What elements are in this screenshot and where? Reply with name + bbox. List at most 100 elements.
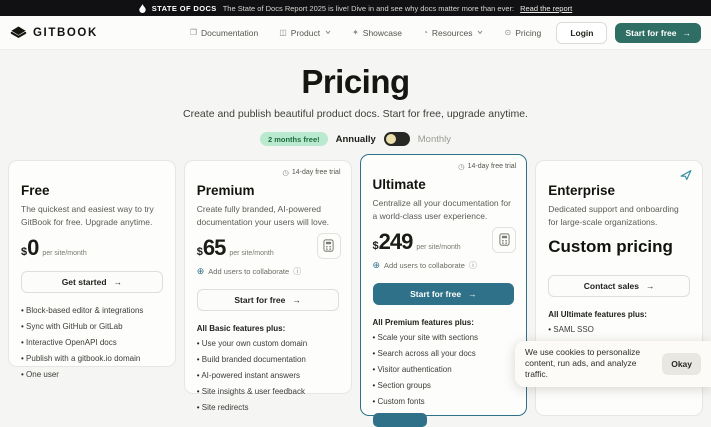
price-row: $ 65 per site/month <box>197 232 341 259</box>
clock-icon: ◷ <box>458 162 465 171</box>
arrow-right-icon: → <box>292 294 301 305</box>
enterprise-paper-plane-icon <box>680 168 692 186</box>
billing-toggle-switch[interactable] <box>383 132 410 146</box>
price-amount: 249 <box>378 228 414 254</box>
feature-item: Build branded documentation <box>197 355 339 365</box>
price-row: $ 249 per site/month <box>372 226 517 254</box>
two-months-free-badge: 2 months free! <box>259 132 328 146</box>
arrow-right-icon: → <box>646 280 655 291</box>
cutoff-teal-element <box>372 412 427 427</box>
features-heading: All Premium features plus: <box>372 317 474 327</box>
pricing-icon: ⊙ <box>504 28 512 37</box>
add-users-icon: ⊕ <box>196 265 205 276</box>
promo-link[interactable]: Read the report <box>520 3 573 13</box>
arrow-right-icon: → <box>682 27 692 38</box>
nav-item-product[interactable]: ◫ Product <box>279 28 331 38</box>
gitbook-logo-icon <box>10 24 27 42</box>
plan-description: Create fully branded, AI-powered documen… <box>196 204 330 227</box>
annually-label[interactable]: Annually <box>335 133 376 145</box>
plan-card-free: Free The quickest and easiest way to try… <box>8 160 176 379</box>
nav-item-pricing[interactable]: ⊙ Pricing <box>504 27 542 38</box>
plan-name: Ultimate <box>372 177 426 192</box>
calculator-button[interactable] <box>316 232 341 259</box>
feature-item: SAML SSO <box>548 325 690 335</box>
price-period: per site/month <box>416 243 461 251</box>
page-subtitle: Create and publish beautiful product doc… <box>183 108 528 120</box>
login-button[interactable]: Login <box>556 21 608 44</box>
feature-list: Scale your site with sections Search acr… <box>373 333 515 407</box>
arrow-right-icon: → <box>113 276 123 287</box>
add-users-row[interactable]: ⊕ Add users to collaborate ⓘ <box>196 265 302 276</box>
trial-badge: ◷ 14-day free trial <box>458 162 517 171</box>
trial-badge: ◷ 14-day free trial <box>282 168 341 177</box>
feature-item: Block-based editor & integrations <box>21 306 163 316</box>
feature-item: Site insights & user feedback <box>197 387 339 397</box>
calculator-button[interactable] <box>492 226 517 253</box>
price-amount: 0 <box>27 234 39 260</box>
plan-name: Enterprise <box>548 183 616 198</box>
cookie-message: We use cookies to personalize content, r… <box>525 347 641 380</box>
feature-item: Site redirects <box>197 403 339 413</box>
nav-item-documentation[interactable]: ❐ Documentation <box>189 27 259 38</box>
page-title: Pricing <box>301 63 410 100</box>
chevron-down-icon <box>325 30 331 35</box>
add-users-row[interactable]: ⊕ Add users to collaborate ⓘ <box>372 259 477 270</box>
resources-icon: ◔ <box>423 28 428 37</box>
feature-item: Sync with GitHub or GitLab <box>21 322 163 332</box>
plan-description: Centralize all your documentation for a … <box>372 198 511 221</box>
toggle-knob <box>385 134 396 144</box>
promo-banner: STATE OF DOCS The State of Docs Report 2… <box>0 0 711 16</box>
header-start-free-button[interactable]: Start for free → <box>615 22 701 43</box>
feature-item: Publish with a gitbook.io domain <box>21 354 163 364</box>
documentation-icon: ❐ <box>189 28 198 37</box>
promo-brand: STATE OF DOCS <box>151 3 217 13</box>
feature-item: One user <box>21 370 163 380</box>
start-for-free-button[interactable]: Start for free → <box>372 282 515 305</box>
main-nav: ❐ Documentation ◫ Product ✦ Showcase ◔ R… <box>190 28 541 38</box>
state-of-docs-logo-icon <box>139 3 146 13</box>
feature-item: AI-powered instant answers <box>197 371 339 381</box>
features-heading: All Ultimate features plus: <box>548 309 647 319</box>
start-for-free-button[interactable]: Start for free → <box>196 288 339 311</box>
feature-item: Section groups <box>373 381 515 391</box>
features-section: Block-based editor & integrations Sync w… <box>21 306 163 380</box>
features-section: All Premium features plus: Scale your si… <box>372 317 515 427</box>
hero-section: Pricing Create and publish beautiful pro… <box>0 50 711 120</box>
get-started-button[interactable]: Get started → <box>21 270 163 293</box>
feature-item: Search across all your docs <box>373 349 515 359</box>
info-icon[interactable]: ⓘ <box>468 260 477 270</box>
pricing-cards: Free The quickest and easiest way to try… <box>0 154 711 427</box>
add-users-icon: ⊕ <box>372 259 381 270</box>
plan-name: Premium <box>196 183 255 198</box>
site-header: GITBOOK ❐ Documentation ◫ Product ✦ Show… <box>0 16 711 50</box>
clock-icon: ◷ <box>282 168 289 177</box>
info-icon[interactable]: ⓘ <box>293 266 302 276</box>
chevron-down-icon <box>477 30 483 35</box>
feature-item: Visitor authentication <box>373 365 515 375</box>
feature-item: Custom fonts <box>373 397 515 407</box>
feature-item: Scale your site with sections <box>373 333 515 343</box>
feature-list: Use your own custom domain Build branded… <box>197 339 339 413</box>
plan-card-premium: ◷ 14-day free trial Premium Create fully… <box>183 160 352 412</box>
price-period: per site/month <box>42 249 87 257</box>
nav-item-resources[interactable]: ◔ Resources <box>423 28 483 38</box>
feature-list: Block-based editor & integrations Sync w… <box>21 306 163 380</box>
features-heading: All Basic features plus: <box>196 323 286 333</box>
plan-description: The quickest and easiest way to try GitB… <box>21 204 154 227</box>
plan-name: Free <box>21 183 50 198</box>
currency-symbol: $ <box>372 239 379 252</box>
feature-item: Interactive OpenAPI docs <box>21 338 163 348</box>
arrow-right-icon: → <box>468 288 477 299</box>
showcase-icon: ✦ <box>352 28 359 37</box>
monthly-label[interactable]: Monthly <box>417 133 452 145</box>
okay-button[interactable]: Okay <box>662 352 701 375</box>
nav-item-showcase[interactable]: ✦ Showcase <box>352 27 402 38</box>
gitbook-logo-text: GITBOOK <box>33 26 98 39</box>
price-row: $ 0 per site/month <box>21 234 163 260</box>
cookie-banner: We use cookies to personalize content, r… <box>515 341 711 387</box>
billing-toggle-row: 2 months free! Annually Monthly <box>0 132 711 146</box>
product-icon: ◫ <box>279 28 287 37</box>
feature-item: Use your own custom domain <box>197 339 339 349</box>
gitbook-logo[interactable]: GITBOOK <box>10 24 98 42</box>
contact-sales-button[interactable]: Contact sales → <box>548 274 690 297</box>
